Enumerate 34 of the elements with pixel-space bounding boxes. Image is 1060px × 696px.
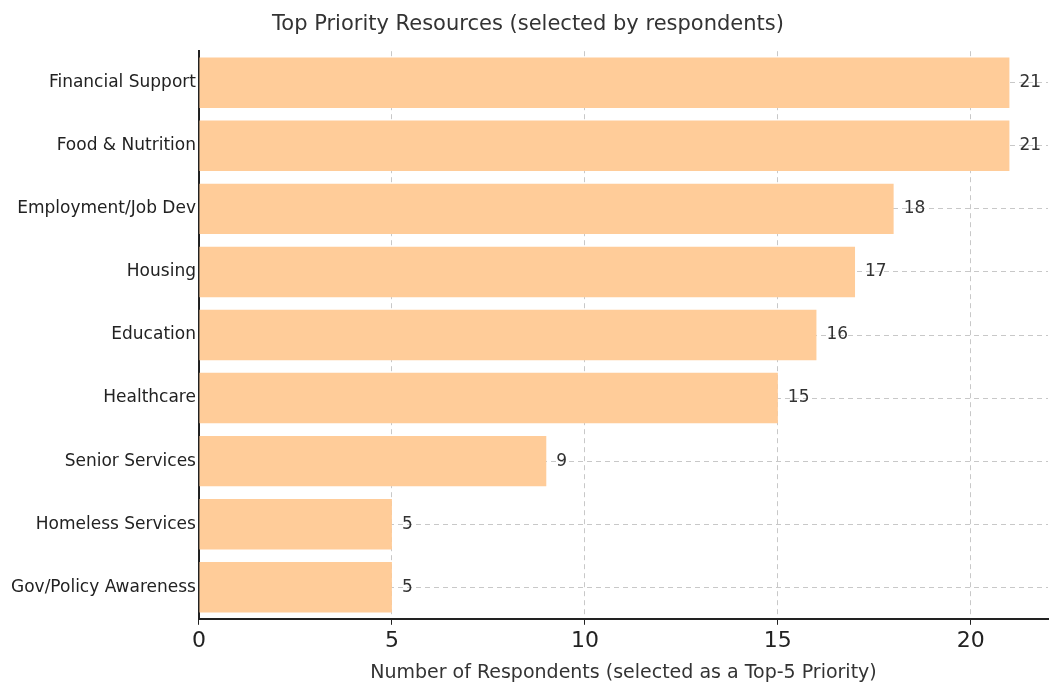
x-tick-label: 20 — [956, 626, 985, 652]
data-label: 21 — [1019, 71, 1042, 92]
bar — [199, 309, 817, 361]
y-tick-label: Homeless Services — [35, 512, 197, 533]
x-axis-title: Number of Respondents (selected as a Top-5 Priority) — [370, 659, 877, 682]
bar — [199, 562, 392, 613]
y-tick-label: Healthcare — [103, 386, 196, 407]
data-label: 15 — [787, 386, 810, 407]
bar — [199, 57, 1010, 108]
chart-title: Top Priority Resources (selected by respondents) — [271, 11, 784, 36]
y-tick-label: Gov/Policy Awareness — [11, 575, 197, 596]
bar — [199, 372, 778, 424]
data-label: 5 — [401, 575, 413, 596]
data-label: 18 — [903, 197, 926, 218]
y-tick-label: Food & Nutrition — [56, 134, 196, 155]
data-label: 17 — [865, 260, 887, 281]
x-tick-label: 0 — [191, 626, 206, 652]
y-tick-label: Education — [111, 323, 196, 344]
data-label: 9 — [556, 449, 568, 470]
x-tick-label: 5 — [384, 626, 399, 652]
bar — [199, 435, 547, 487]
y-tick-label: Housing — [126, 260, 196, 281]
bar — [199, 120, 1010, 172]
x-tick-label: 15 — [763, 626, 792, 652]
data-label: 21 — [1019, 134, 1042, 155]
bar — [199, 246, 856, 298]
y-tick-label: Financial Support — [48, 71, 197, 92]
bar — [199, 183, 894, 235]
data-label: 5 — [401, 512, 413, 533]
x-tick-label: 10 — [570, 626, 599, 652]
bar — [199, 498, 392, 550]
data-label: 16 — [826, 323, 849, 344]
y-tick-label: Senior Services — [64, 449, 197, 470]
y-tick-label: Employment/Job Dev — [17, 197, 196, 218]
